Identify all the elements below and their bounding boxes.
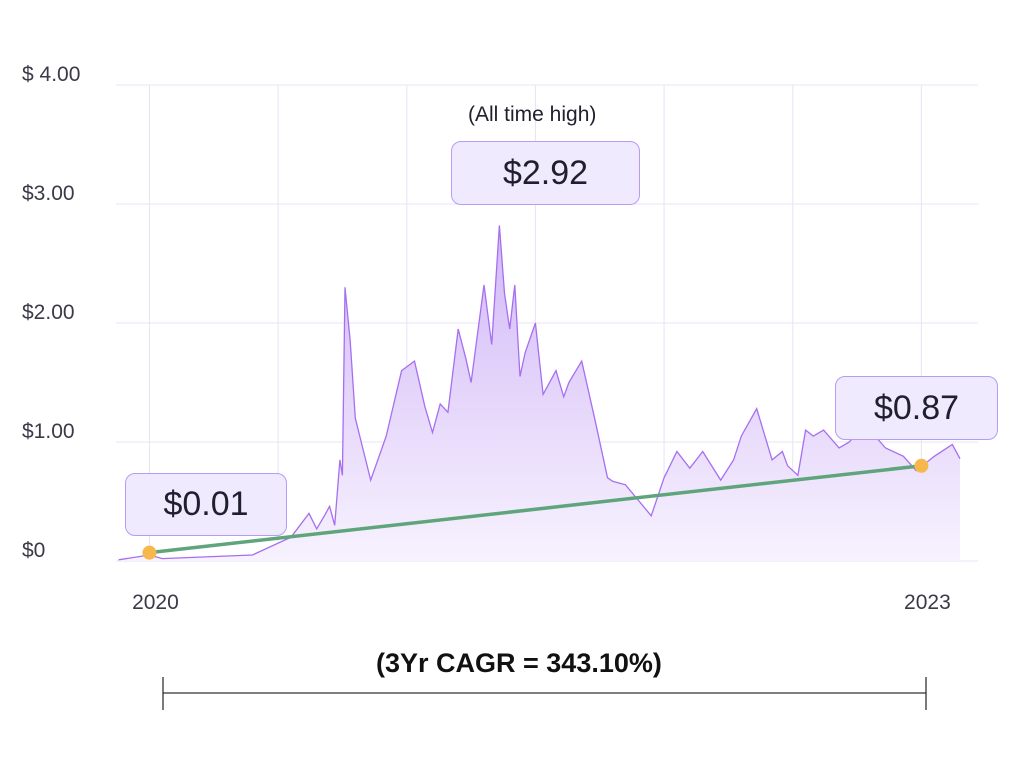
y-tick-label: $0: [22, 539, 45, 562]
ath-note: (All time high): [468, 103, 597, 126]
price-area: [118, 225, 961, 561]
price-line: [118, 225, 961, 561]
cagr-trend-line: [149, 464, 922, 555]
x-axis-ticks: 2020 2023: [132, 591, 951, 614]
y-tick-label: $ 4.00: [22, 63, 80, 86]
trend-marker: [142, 545, 157, 560]
cagr-bracket: [162, 677, 927, 710]
y-tick-label: $2.00: [22, 301, 75, 324]
y-tick-label: $3.00: [22, 182, 75, 205]
x-tick-label: 2023: [904, 591, 951, 614]
trend-markers: [142, 458, 929, 560]
end-value-callout: $0.87: [835, 376, 998, 440]
cagr-label: (3Yr CAGR = 343.10%): [376, 648, 662, 678]
start-value-callout: $0.01: [125, 473, 287, 536]
trend-marker: [914, 458, 929, 473]
y-axis-ticks: $0 $1.00 $2.00 $3.00 $ 4.00: [22, 63, 80, 562]
y-tick-label: $1.00: [22, 420, 75, 443]
ath-value-callout: $2.92: [451, 141, 640, 205]
x-tick-label: 2020: [132, 591, 179, 614]
